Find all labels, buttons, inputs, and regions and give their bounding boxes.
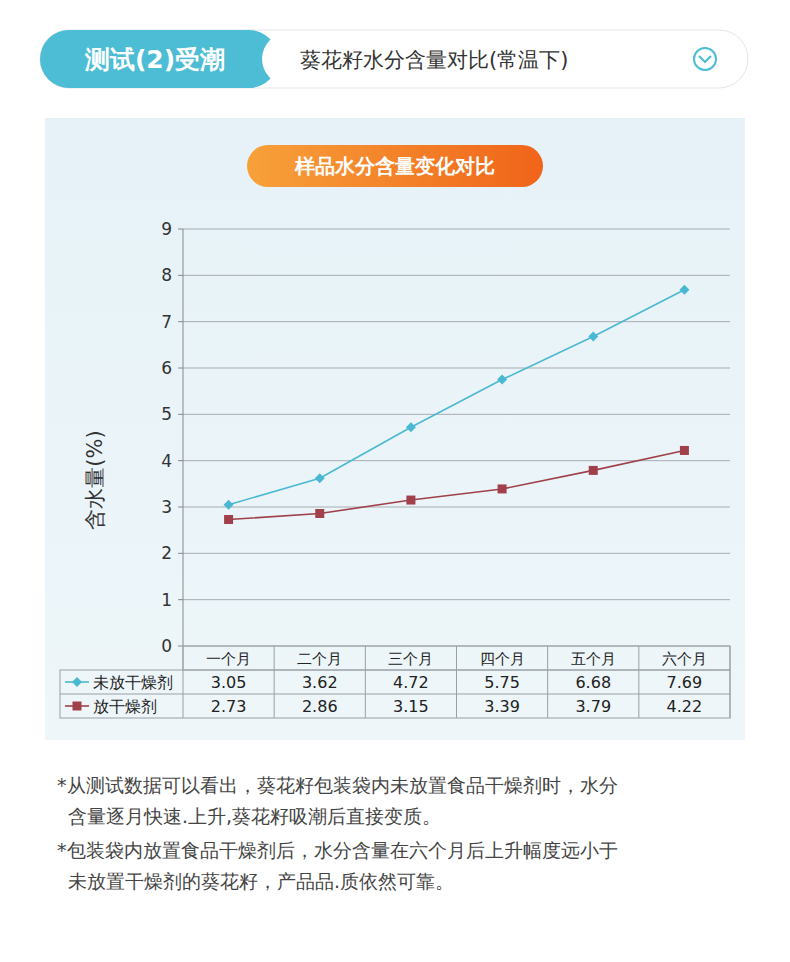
- table-col-line: [274, 646, 275, 718]
- y-tick-label: 8: [161, 265, 172, 285]
- header-icon: [694, 48, 716, 70]
- grid-line: [183, 275, 730, 276]
- note-line: 未放置干燥剂的葵花籽，产品品.质依然可靠。: [68, 870, 454, 892]
- y-axis-label: 含水量(%): [83, 430, 107, 529]
- grid-line: [183, 460, 730, 461]
- header-title-bg: [262, 33, 746, 85]
- header-tag: 测试(2)受潮: [84, 45, 225, 74]
- marker: [498, 484, 507, 493]
- plot-area: [224, 285, 690, 524]
- note-line: *包装袋内放置食品干燥剂后，水分含量在六个月后上升幅度远小于: [57, 839, 618, 861]
- y-tick-label: 1: [161, 590, 172, 610]
- series-line: [229, 450, 685, 519]
- note-line: *从测试数据可以看出，葵花籽包装袋内未放置食品干燥剂时，水分: [57, 774, 618, 796]
- grid-line: [183, 599, 730, 600]
- tick-mark: [178, 646, 183, 647]
- marker: [588, 331, 598, 341]
- table-col-line: [365, 646, 366, 718]
- table-col-line: [456, 646, 457, 718]
- grid-line: [183, 507, 730, 508]
- y-tick-label: 2: [161, 543, 172, 563]
- y-tick-label: 9: [161, 219, 172, 239]
- table-value: 5.75: [484, 673, 520, 692]
- table-col-line: [730, 646, 731, 718]
- series-line: [229, 290, 685, 505]
- chart-title-bg: [247, 145, 543, 187]
- tick-mark: [178, 229, 183, 230]
- table-col-line: [638, 646, 639, 718]
- marker: [315, 473, 325, 483]
- marker: [497, 375, 507, 385]
- tick-mark: [178, 460, 183, 461]
- note-line: 含量逐月快速.上升,葵花籽吸潮后直接变质。: [68, 805, 441, 827]
- x-tick-label: 四个月: [480, 650, 525, 668]
- marker: [315, 509, 324, 518]
- marker: [680, 446, 689, 455]
- legend-marker: [73, 702, 82, 711]
- y-axis-line: [183, 229, 184, 646]
- legend-label: 未放干燥剂: [93, 673, 173, 692]
- table-row-line: [60, 694, 730, 695]
- y-tick-label: 7: [161, 312, 172, 332]
- grid-line: [183, 229, 730, 230]
- y-tick-label: 3: [161, 497, 172, 517]
- grid-line: [183, 553, 730, 554]
- header-bar: [40, 30, 748, 88]
- marker: [224, 515, 233, 524]
- header-tag-bg: [40, 30, 278, 88]
- tick-mark: [178, 553, 183, 554]
- y-tick-label: 4: [161, 451, 172, 471]
- x-tick-label: 五个月: [571, 650, 616, 668]
- table-body-border: [60, 670, 730, 718]
- y-tick-label: 5: [161, 404, 172, 424]
- table-value: 3.79: [575, 697, 611, 716]
- tick-mark: [178, 599, 183, 600]
- table-value: 3.05: [211, 673, 247, 692]
- tick-mark: [178, 368, 183, 369]
- grid-line: [183, 368, 730, 369]
- header-icon-chevron: [699, 56, 711, 62]
- table-value: 4.22: [667, 697, 703, 716]
- table-value: 2.86: [302, 697, 338, 716]
- marker: [406, 496, 415, 505]
- marker: [406, 422, 416, 432]
- table-col-line: [547, 646, 548, 718]
- x-tick-label: 六个月: [662, 650, 707, 668]
- tick-mark: [178, 275, 183, 276]
- header-title: 葵花籽水分含量对比(常温下): [300, 48, 568, 72]
- chart-panel: [45, 118, 745, 740]
- chart-title: 样品水分含量变化对比: [294, 154, 495, 178]
- x-tick-label: 一个月: [206, 650, 251, 668]
- x-tick-label: 二个月: [297, 650, 342, 668]
- table-value: 2.73: [211, 697, 247, 716]
- grid-line: [183, 321, 730, 322]
- table-col-line: [183, 646, 184, 718]
- table-value: 3.15: [393, 697, 429, 716]
- marker: [224, 500, 234, 510]
- table-value: 3.39: [484, 697, 520, 716]
- marker: [589, 466, 598, 475]
- grid-line: [183, 414, 730, 415]
- table-value: 6.68: [575, 673, 611, 692]
- tick-mark: [178, 321, 183, 322]
- y-tick-label: 6: [161, 358, 172, 378]
- legend-marker: [72, 677, 82, 687]
- table-value: 4.72: [393, 673, 429, 692]
- tick-mark: [178, 414, 183, 415]
- table-value: 3.62: [302, 673, 338, 692]
- y-tick-label: 0: [161, 636, 172, 656]
- tick-mark: [178, 507, 183, 508]
- page: 测试(2)受潮 葵花籽水分含量对比(常温下) 样品水分含量变化对比 0 1 2 3 4 5 6 7 8…: [0, 0, 790, 962]
- canvas: 测试(2)受潮 葵花籽水分含量对比(常温下) 样品水分含量变化对比 0 1 2 3 4 5 6 7 8…: [0, 0, 790, 962]
- marker: [679, 285, 689, 295]
- legend-label: 放干燥剂: [93, 697, 157, 716]
- x-tick-label: 三个月: [388, 650, 433, 668]
- table-value: 7.69: [667, 673, 703, 692]
